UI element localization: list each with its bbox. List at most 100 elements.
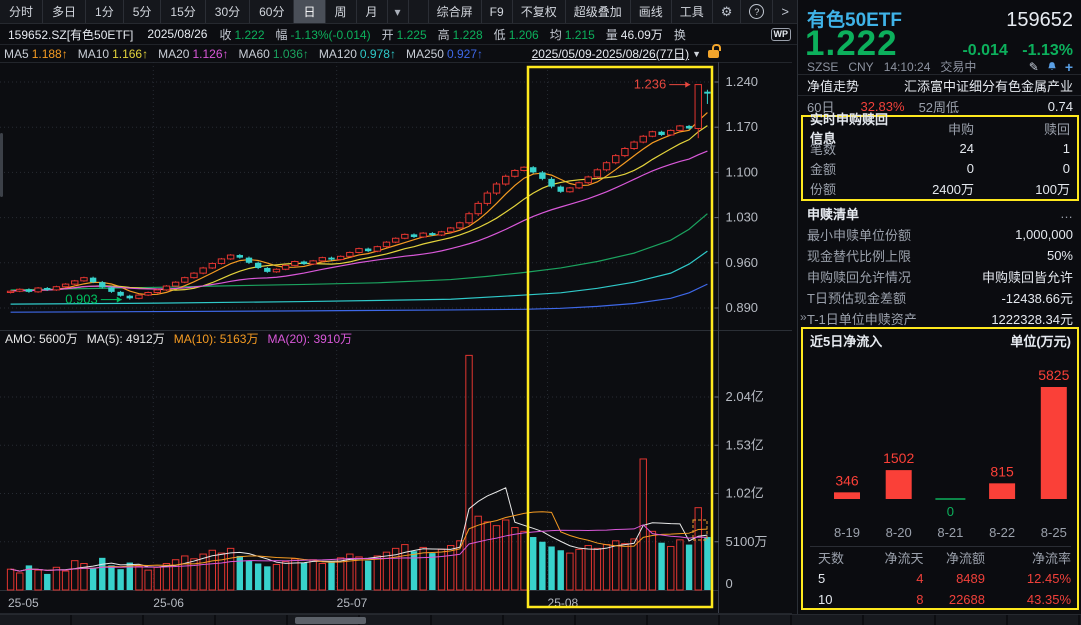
settings-gear-icon[interactable]: ⚙	[711, 0, 741, 23]
svg-text:0: 0	[726, 576, 733, 591]
horizontal-scrollbar[interactable]	[0, 614, 1081, 625]
date-range[interactable]: 2025/05/09-2025/08/26(77日)	[531, 47, 690, 61]
tool-1[interactable]: F9	[480, 0, 512, 23]
svg-text:0.903: 0.903	[65, 292, 98, 307]
edit-icon[interactable]: ✎	[1028, 59, 1039, 74]
tab-period-1[interactable]: 多日	[43, 0, 87, 23]
svg-text:25-07: 25-07	[337, 596, 368, 610]
quote-field-开: 开 1.225	[381, 27, 427, 42]
flows-table-header: 天数 净流天 净流额 净流率	[818, 551, 1071, 566]
tab-period-2[interactable]: 1分	[86, 0, 124, 23]
tool-2[interactable]: 不复权	[511, 0, 565, 23]
realtime-rows: 笔数 24 1 金额 0 0 份额 2400万 100万	[810, 138, 1070, 198]
tool-5[interactable]: 工具	[670, 0, 712, 23]
fund-full-name: 汇添富中证细分有色金属产业	[903, 78, 1073, 94]
redemption-row-0: 最小申赎单位份额 1,000,000	[807, 227, 1073, 243]
flows-table-row-1: 10 8 22688 43.35%	[818, 592, 1071, 607]
bell-icon[interactable]	[1046, 61, 1058, 73]
tab-period-3[interactable]: 5分	[124, 0, 162, 23]
volume-marker-box	[692, 519, 708, 541]
svg-text:1.53亿: 1.53亿	[726, 437, 764, 452]
add-icon[interactable]: +	[1064, 58, 1073, 75]
more-button[interactable]: …	[1060, 206, 1073, 221]
ma-legend-MA60: MA60 1.036↑	[238, 46, 309, 61]
tab-period-4[interactable]: 15分	[161, 0, 206, 23]
range-60d-label: 60日	[807, 99, 835, 115]
range-caret-icon[interactable]: ▼	[692, 48, 701, 59]
svg-text:25-05: 25-05	[8, 596, 39, 610]
tab-period-9[interactable]: 月	[357, 0, 388, 23]
quote-field-换: 换	[673, 27, 686, 42]
amo-legend-0: AMO: 5600万	[5, 332, 78, 346]
toolbar-overflow-icon[interactable]: >	[772, 0, 797, 23]
period-tabs: 分时 多日 1分 5分 15分 30分 60分日周月	[0, 0, 388, 23]
main-chart[interactable]: 1.240 1.170 1.100 1.030 0.960 0.890 2.04亿 1.53亿…	[0, 62, 792, 614]
svg-text:8-20: 8-20	[886, 525, 912, 540]
vertical-scroll-hint[interactable]	[0, 133, 3, 197]
svg-text:25-06: 25-06	[153, 596, 184, 610]
scrollbar-segments	[0, 615, 1081, 625]
toolbar: 分时 多日 1分 5分 15分 30分 60分日周月 ▾ 综合屏 F9 不复权 超级叠加 画线 工具 ⚙…	[0, 0, 797, 24]
nav-trend-label[interactable]: 净值走势	[807, 78, 860, 94]
tab-period-7[interactable]: 日	[294, 0, 326, 23]
svg-text:0: 0	[947, 504, 954, 519]
col-redeem: 赎回	[1043, 121, 1070, 137]
chart-area: MA5 1.188↑ MA10 1.166↑ MA20 1.126↑ MA60 1.036↑ M…	[0, 43, 797, 614]
currency-label: CNY	[848, 59, 874, 74]
net-inflow-chart[interactable]: 346 8-19 1502 8-20 0 8-21 815 8-22 5825 8-25	[810, 351, 1075, 543]
range-60d-value: 32.83%	[860, 98, 905, 114]
flows-title: 近5日净流入	[810, 334, 883, 349]
redemption-list-section: 申赎清单 … 最小申赎单位份额 1,000,000 现金替代比例上限 50% 申购赎回允…	[798, 203, 1081, 329]
symbol-label[interactable]: 159652.SZ[有色50ETF]	[8, 27, 134, 42]
realtime-title: 实时申购赎回信息	[810, 112, 889, 146]
tab-period-5[interactable]: 30分	[206, 0, 251, 23]
grid-layer: 1.240 1.170 1.100 1.030 0.960 0.890 2.04亿 1.53亿…	[0, 62, 792, 614]
tab-period-8[interactable]: 周	[326, 0, 357, 23]
svg-text:8-25: 8-25	[1041, 525, 1067, 540]
tool-3[interactable]: 超级叠加	[564, 0, 630, 23]
redemption-title: 申赎清单	[807, 207, 860, 222]
toolbar-tools: 综合屏 F9 不复权 超级叠加 画线 工具 ⚙? >	[427, 0, 797, 23]
exchange-label: SZSE	[807, 59, 839, 74]
help-icon[interactable]: ?	[740, 0, 772, 23]
unlock-icon[interactable]	[708, 43, 721, 58]
ma-legend-MA5: MA5 1.188↑	[4, 46, 68, 61]
net-inflow-panel: 近5日净流入 单位(万元) 346 8-19 1502 8-20 0 8-21 815 8-2…	[801, 327, 1079, 610]
svg-text:8-19: 8-19	[834, 525, 860, 540]
ma-legend-MA120: MA120 0.978↑	[318, 46, 396, 61]
volume-ma-layer	[10, 487, 708, 572]
redemption-row-4: T-1日单位申赎资产 1222328.34元	[807, 312, 1073, 327]
highlight-box	[526, 65, 714, 609]
svg-text:0.960: 0.960	[726, 255, 759, 270]
amo-legend: AMO: 5600万 MA(5): 4912万 MA(10): 5163万 MA(20…	[5, 331, 361, 346]
tab-period-6[interactable]: 60分	[250, 0, 295, 23]
quote-field-量: 量 46.09万	[605, 27, 663, 42]
candlestick-layer	[6, 84, 711, 300]
tab-period-0[interactable]: 分时	[0, 0, 44, 23]
trading-status: 交易中	[940, 60, 977, 74]
wp-badge[interactable]: WP	[770, 27, 791, 41]
quote-field-高: 高 1.228	[437, 27, 483, 42]
tool-4[interactable]: 画线	[629, 0, 671, 23]
fund-name: 有色50ETF	[807, 10, 903, 31]
realtime-row-0: 笔数 24 1	[810, 140, 1070, 157]
price-change: -0.014	[962, 42, 1008, 59]
quote-field-低: 低 1.206	[493, 27, 539, 42]
quote-time: 14:10:24	[883, 59, 931, 74]
svg-text:8-21: 8-21	[937, 525, 963, 540]
svg-text:1.236: 1.236	[634, 77, 667, 92]
volume-layer	[6, 354, 711, 591]
svg-text:1.030: 1.030	[726, 210, 759, 225]
realtime-subscription-panel: 实时申购赎回信息 申购 赎回 笔数 24 1 金额 0 0 份额 2400万 100万	[801, 112, 1079, 201]
panel-expander-icon[interactable]: »	[800, 310, 807, 324]
svg-text:1.170: 1.170	[726, 119, 759, 134]
redemption-rows: 最小申赎单位份额 1,000,000 现金替代比例上限 50% 申购赎回允许情况 申购赎回…	[807, 224, 1073, 329]
amo-legend-1: MA(5): 4912万	[86, 332, 165, 346]
scrollbar-thumb[interactable]	[295, 617, 366, 624]
tool-0[interactable]: 综合屏	[427, 0, 481, 23]
quote-fields: 收 1.222 幅 -1.13%(-0.014) 开 1.225 高 1.228 低 1.206 均…	[219, 26, 699, 43]
period-dropdown-icon[interactable]: ▾	[388, 0, 409, 23]
last-price: 1.222	[805, 24, 898, 63]
quote-date: 2025/08/26	[147, 27, 208, 41]
